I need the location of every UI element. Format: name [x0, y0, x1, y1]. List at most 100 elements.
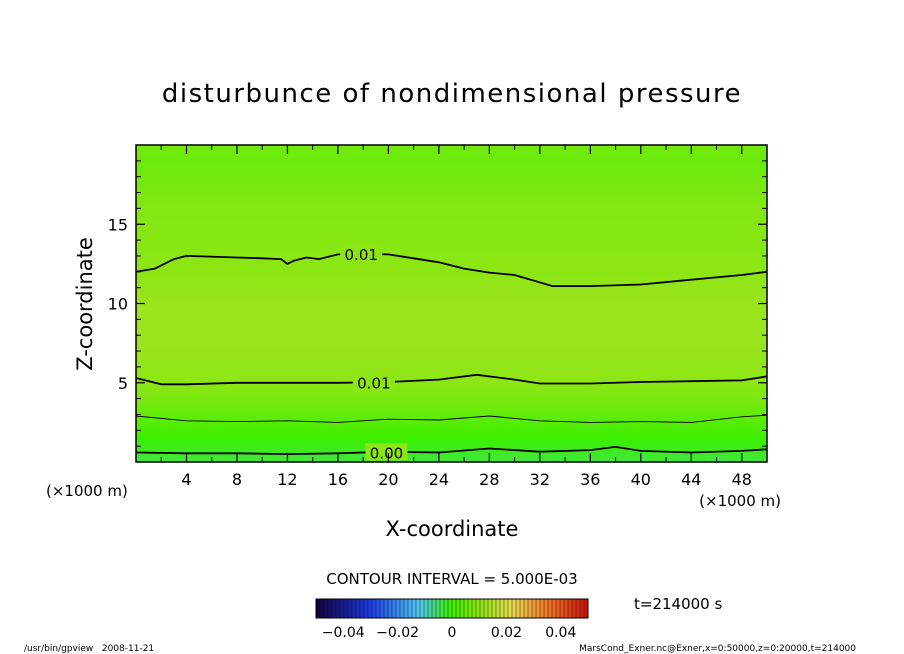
- colorbar-cell: [404, 599, 409, 618]
- colorbar-cell: [328, 599, 333, 618]
- colorbar-cell: [344, 599, 349, 618]
- colorbar-cell: [576, 599, 581, 618]
- contour-label-bg: [365, 443, 408, 461]
- colorbar-cell: [368, 599, 373, 618]
- colorbar-cell: [436, 599, 441, 618]
- colorbar-cell: [476, 599, 481, 618]
- colorbar-cell: [508, 599, 513, 618]
- colorbar-cell: [432, 599, 437, 618]
- colorbar-cell: [420, 599, 425, 618]
- colorbar-cell: [340, 599, 345, 618]
- colorbar-cell: [392, 599, 397, 618]
- colorbar-cell: [524, 599, 529, 618]
- colorbar-cell: [536, 599, 541, 618]
- x-tick-label: 32: [530, 470, 550, 489]
- colorbar-cell: [568, 599, 573, 618]
- contour-label: 0.01: [345, 246, 378, 264]
- x-tick-label: 4: [181, 470, 191, 489]
- colorbar-frame: [315, 598, 589, 619]
- colorbar-cell: [384, 599, 389, 618]
- colorbar-cell: [400, 599, 405, 618]
- colorbar-cell: [444, 599, 449, 618]
- colorbar-cell: [408, 599, 413, 618]
- colorbar-cell: [572, 599, 577, 618]
- colorbar-cell: [480, 599, 485, 618]
- contour-label: 0.00: [370, 444, 403, 462]
- footer-right: MarsCond_Exner.nc@Exner,x=0:50000,z=0:20…: [579, 644, 856, 654]
- colorbar-cell: [348, 599, 353, 618]
- x-tick-label: 28: [479, 470, 499, 489]
- y-tick-label: 15: [108, 215, 128, 234]
- colorbar-cell: [492, 599, 497, 618]
- colorbar-cell: [372, 599, 377, 618]
- colorbar-cell: [452, 599, 457, 618]
- y-tick-label: 5: [118, 374, 128, 393]
- colorbar-cell: [488, 599, 493, 618]
- colorbar-tick-label: −0.04: [322, 625, 365, 641]
- y-tick-label: 10: [108, 295, 128, 314]
- footer-left: /usr/bin/gpview 2008-11-21: [24, 644, 154, 654]
- x-tick-label: 12: [277, 470, 297, 489]
- colorbar-cell: [324, 599, 329, 618]
- colorbar-cell: [412, 599, 417, 618]
- x-tick-label: 20: [378, 470, 398, 489]
- colorbar-cell: [364, 599, 369, 618]
- contour-label-bg: [340, 245, 383, 263]
- colorbar-cell: [584, 599, 589, 618]
- x-unit-label: (×1000 m): [699, 492, 781, 510]
- colorbar-cell: [580, 599, 585, 618]
- x-tick-label: 36: [580, 470, 600, 489]
- colorbar-cell: [544, 599, 549, 618]
- colorbar-cell: [440, 599, 445, 618]
- colorbar-cell: [396, 599, 401, 618]
- x-axis-label: X-coordinate: [386, 517, 519, 541]
- colorbar-cell: [520, 599, 525, 618]
- colorbar-cell: [532, 599, 537, 618]
- colorbar-cell: [360, 599, 365, 618]
- colorbar-cell: [496, 599, 501, 618]
- x-axis-ticks: 4 8 12 16 20 24 28 32 36 40 44 48: [160, 145, 752, 489]
- colorbar-tick-label: 0.02: [491, 625, 522, 641]
- y-unit-label: (×1000 m): [46, 482, 128, 500]
- x-tick-label: 16: [328, 470, 348, 489]
- colorbar-cell: [448, 599, 453, 618]
- colorbar-cell: [516, 599, 521, 618]
- colorbar-cell: [424, 599, 429, 618]
- colorbar-cell: [376, 599, 381, 618]
- colorbar-tick-label: 0.04: [545, 625, 576, 641]
- colorbar-cell: [380, 599, 385, 618]
- colorbar-ticks: −0.04 −0.02 0 0.02 0.04: [322, 625, 577, 641]
- x-tick-label: 44: [681, 470, 701, 489]
- colorbar: [315, 599, 589, 618]
- y-axis-label: Z-coordinate: [73, 237, 97, 371]
- contour-label-bg: [352, 373, 395, 391]
- colorbar-cell: [416, 599, 421, 618]
- colorbar-cell: [388, 599, 393, 618]
- y-axis-ticks: 5 10 15: [108, 160, 767, 447]
- contour-line: [135, 373, 768, 386]
- colorbar-cell: [556, 599, 561, 618]
- colorbar-cell: [320, 599, 325, 618]
- contour-lines: 0.00 0.01 0.01: [135, 245, 768, 462]
- plot-area: 0.00 0.01 0.01: [135, 144, 768, 463]
- colorbar-cell: [472, 599, 477, 618]
- colorbar-cell: [456, 599, 461, 618]
- colorbar-cell: [564, 599, 569, 618]
- colorbar-cell: [528, 599, 533, 618]
- colorbar-cell: [464, 599, 469, 618]
- chart-title: disturbunce of nondimensional pressure: [162, 79, 742, 109]
- colorbar-cell: [512, 599, 517, 618]
- contour-interval-label: CONTOUR INTERVAL = 5.000E-03: [326, 570, 577, 588]
- colorbar-cell: [336, 599, 341, 618]
- x-tick-label: 8: [232, 470, 242, 489]
- colorbar-tick-label: −0.02: [376, 625, 419, 641]
- colorbar-cell: [484, 599, 489, 618]
- colorbar-cell: [500, 599, 505, 618]
- x-tick-label: 48: [732, 470, 752, 489]
- contour-label: 0.01: [357, 374, 390, 392]
- colorbar-cell: [428, 599, 433, 618]
- colorbar-cell: [548, 599, 553, 618]
- colorbar-cell: [332, 599, 337, 618]
- x-tick-label: 40: [631, 470, 651, 489]
